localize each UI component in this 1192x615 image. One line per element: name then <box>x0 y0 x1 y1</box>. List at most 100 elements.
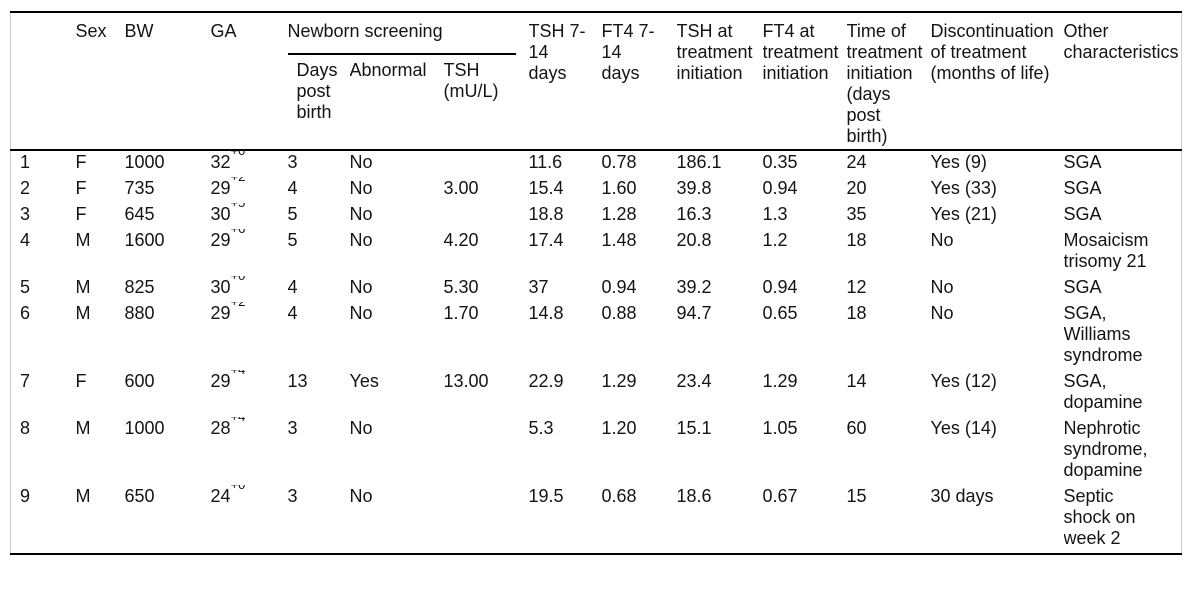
cell-tsh-init: 39.2 <box>676 277 712 297</box>
cell-tsh-7-14: 11.6 <box>528 152 563 172</box>
cell-ga: 30+0 <box>211 276 288 302</box>
col-header-screening-abnormal: Abnormal <box>349 54 444 152</box>
cell-discontinuation: No <box>930 303 954 323</box>
ga-weeks: 29 <box>210 178 231 198</box>
ga-days-superscript: +2 <box>231 177 246 184</box>
ga-weeks: 29 <box>210 371 231 391</box>
col-header-newborn-screening-group: Newborn screening <box>287 12 529 55</box>
cell-ga: 24+0 <box>211 485 288 554</box>
cell-screening-tsh: 4.20 <box>443 230 479 250</box>
cell-discontinuation: Yes (9) <box>930 152 987 172</box>
cell-screening-days: 5 <box>287 230 298 250</box>
col-header-screening-tsh: TSH (mU/L) <box>443 54 529 152</box>
cell-tsh-7-14: 22.9 <box>528 371 564 391</box>
cell-other: SGA <box>1063 178 1102 198</box>
cell-other: SGA <box>1063 277 1102 297</box>
cell-sex: F <box>75 178 87 198</box>
cell-id: 7 <box>20 371 31 391</box>
cell-id: 9 <box>20 486 31 506</box>
cell-tsh-init: 94.7 <box>676 303 712 323</box>
cell-tsh-7-14: 5.3 <box>528 418 554 438</box>
col-header-tsh-at-initiation: TSH at treatment initiation <box>676 12 763 151</box>
cell-ft4-7-14: 1.20 <box>601 418 637 438</box>
cell-time-init: 18 <box>846 303 867 323</box>
cell-bw: 880 <box>124 303 155 323</box>
cell-sex: M <box>75 486 91 506</box>
cell-tsh-7-14: 18.8 <box>528 204 564 224</box>
col-header-ga: GA <box>210 12 288 151</box>
cell-bw: 1600 <box>124 230 165 250</box>
cell-bw: 1000 <box>124 418 165 438</box>
cell-time-init: 35 <box>846 204 867 224</box>
cell-id: 4 <box>20 230 31 250</box>
cell-screening-days: 4 <box>287 277 298 297</box>
cell-ga: 29+6 <box>211 229 288 276</box>
cell-ft4-init: 0.65 <box>762 303 798 323</box>
ga-days-superscript: +5 <box>231 203 246 210</box>
cell-tsh-init: 39.8 <box>676 178 712 198</box>
cell-ft4-7-14: 0.94 <box>601 277 637 297</box>
cell-bw: 735 <box>124 178 155 198</box>
cell-screening-abnormal: No <box>349 204 373 224</box>
cell-time-init: 24 <box>846 152 867 172</box>
cell-ft4-init: 1.2 <box>762 230 788 250</box>
col-header-tsh-7-14: TSH 7- 14 days <box>528 12 602 151</box>
cell-screening-days: 13 <box>287 371 308 391</box>
col-header-discontinuation: Discontinuation of treatment (months of … <box>930 12 1064 151</box>
cell-other: SGA, Williams syndrome <box>1063 303 1143 365</box>
cell-other: SGA <box>1063 204 1102 224</box>
cell-ft4-init: 1.05 <box>762 418 798 438</box>
cell-ga: 29+2 <box>211 177 288 203</box>
ga-weeks: 28 <box>210 418 231 438</box>
cell-ft4-7-14: 0.68 <box>601 486 637 506</box>
cell-tsh-init: 23.4 <box>676 371 712 391</box>
cell-screening-tsh: 1.70 <box>443 303 479 323</box>
cell-screening-tsh <box>444 150 529 177</box>
cell-ft4-init: 0.94 <box>762 277 798 297</box>
cell-sex: F <box>75 152 87 172</box>
cell-ga: 29+2 <box>211 302 288 370</box>
cell-screening-days: 3 <box>287 486 298 506</box>
cell-bw: 825 <box>124 277 155 297</box>
cell-screening-tsh <box>444 203 529 229</box>
cell-id: 5 <box>20 277 31 297</box>
col-header-time-of-initiation: Time of treatment initiation (days post … <box>846 12 931 151</box>
col-header-bw: BW <box>124 12 211 151</box>
cell-screening-abnormal: No <box>349 486 373 506</box>
cell-ga: 30+5 <box>211 203 288 229</box>
cell-tsh-init: 16.3 <box>676 204 712 224</box>
ga-days-superscript: +6 <box>231 229 246 236</box>
cell-bw: 1000 <box>124 152 165 172</box>
ga-weeks: 29 <box>210 230 231 250</box>
cell-ft4-init: 0.35 <box>762 152 798 172</box>
cell-tsh-7-14: 14.8 <box>528 303 564 323</box>
table-body: 1 F 1000 32+0 3 No 11.6 0.78 186.1 0.35 24 Yes (9) S… <box>11 150 1182 554</box>
cell-bw: 650 <box>124 486 155 506</box>
ga-days-superscript: +0 <box>230 150 246 159</box>
cell-ft4-7-14: 1.60 <box>601 178 637 198</box>
cell-screening-abnormal: No <box>349 178 373 198</box>
cell-other: SGA, dopamine <box>1063 371 1143 412</box>
cell-tsh-init: 15.1 <box>676 418 712 438</box>
cell-screening-tsh: 5.30 <box>443 277 479 297</box>
ga-days-superscript: +4 <box>231 370 246 377</box>
cell-ft4-7-14: 1.48 <box>601 230 637 250</box>
header-row-screening-sub: Days post birth Abnormal TSH (mU/L) <box>11 54 1182 152</box>
group-underline-rule <box>287 52 516 55</box>
cell-discontinuation: Yes (14) <box>930 418 997 438</box>
cell-other: Mosaicism trisomy 21 <box>1063 230 1149 271</box>
ga-weeks: 30 <box>210 204 231 224</box>
ga-weeks: 24 <box>210 486 231 506</box>
ga-days-superscript: +4 <box>231 417 246 424</box>
cell-time-init: 14 <box>846 371 867 391</box>
cell-discontinuation: Yes (12) <box>930 371 997 391</box>
cell-discontinuation: No <box>930 277 954 297</box>
cell-ga: 28+4 <box>211 417 288 485</box>
cell-sex: F <box>75 371 87 391</box>
cell-tsh-7-14: 17.4 <box>528 230 564 250</box>
cell-screening-tsh: 3.00 <box>443 178 479 198</box>
col-header-other-characteristics: Other characteristics <box>1063 12 1182 151</box>
cell-time-init: 60 <box>846 418 867 438</box>
